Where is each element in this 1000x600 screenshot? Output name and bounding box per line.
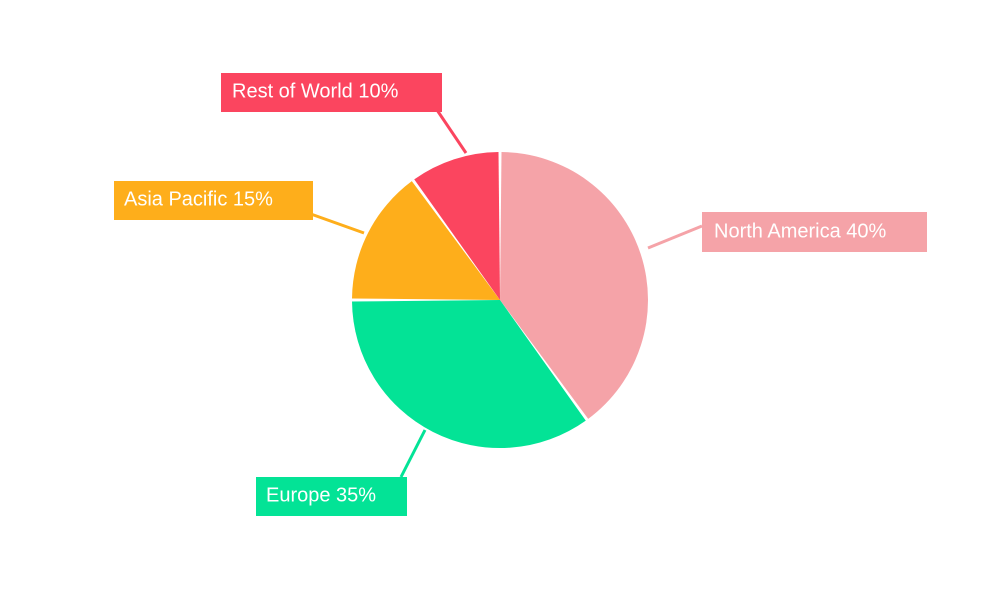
slice-label-rest-of-world[interactable]: Rest of World 10% (221, 73, 442, 112)
pie-slice-europe[interactable] (352, 300, 586, 448)
leader-line-europe (399, 429, 427, 478)
slice-label-box (256, 477, 407, 516)
pie-slice-north-america[interactable] (500, 152, 648, 419)
slice-label-box (221, 73, 442, 112)
slice-label-north-america[interactable]: North America 40% (702, 212, 927, 252)
pie-slice-rest-of-world[interactable] (414, 152, 500, 300)
leader-line-rest-of-world (435, 109, 468, 154)
slice-label-asia-pacific[interactable]: Asia Pacific 15% (114, 181, 313, 220)
pie-slices-group (352, 152, 648, 448)
slice-label-europe[interactable]: Europe 35% (256, 477, 407, 516)
slice-label-text: North America 40% (714, 220, 887, 242)
leader-line-north-america (647, 224, 703, 250)
slice-label-box (114, 181, 313, 220)
leader-line-asia-pacific (307, 211, 365, 235)
leader-lines-group (307, 109, 703, 478)
slice-label-text: Europe 35% (266, 484, 376, 506)
pie-slice-asia-pacific[interactable] (352, 181, 500, 300)
slice-label-text: Asia Pacific 15% (124, 188, 273, 210)
slice-label-text: Rest of World 10% (232, 80, 399, 102)
slice-label-box (702, 212, 927, 252)
slice-labels-group: North America 40% Europe 35% Asia Pacific … (114, 73, 927, 516)
